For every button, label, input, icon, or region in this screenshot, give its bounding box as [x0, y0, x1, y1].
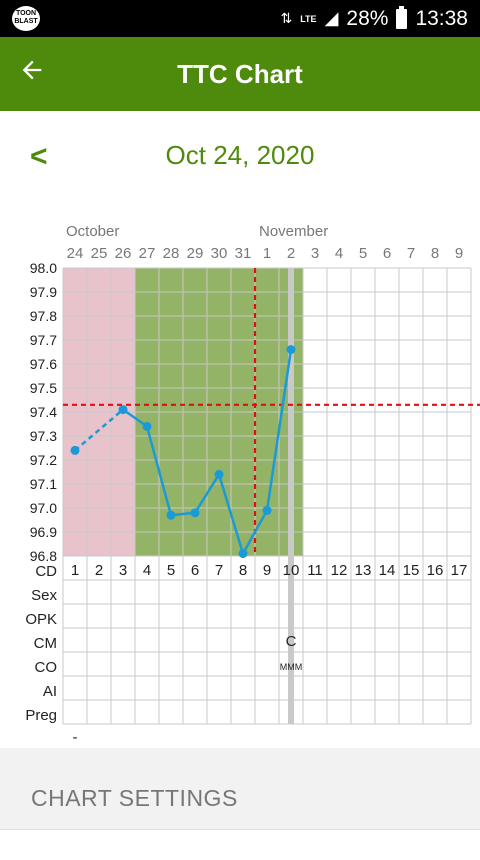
- toon-blast-notification-icon: TOON BLAST: [12, 6, 40, 31]
- date-label: 9: [455, 245, 463, 262]
- date-label: 2: [287, 245, 295, 262]
- date-label: 27: [139, 245, 156, 262]
- temp-point: [238, 549, 248, 559]
- temp-tick-label: 97.1: [30, 476, 57, 492]
- date-label: 30: [211, 245, 228, 262]
- cycle-day-label: 16: [427, 562, 444, 579]
- cycle-day-label: 7: [215, 562, 223, 579]
- cycle-day-label: 10: [283, 562, 300, 579]
- signal-icon: ⇅: [280, 10, 293, 26]
- temp-tick-label: 97.7: [30, 332, 57, 348]
- status-bar: TOON BLAST ⇅ LTE ◢ 28% 13:38: [0, 0, 480, 37]
- temp-tick-label: 97.0: [30, 500, 57, 516]
- app-bar: TTC Chart: [0, 37, 480, 111]
- date-label: 7: [407, 245, 415, 262]
- date-label: 28: [163, 245, 180, 262]
- temp-line-segment: [122, 408, 148, 428]
- temp-line-segment: [217, 474, 245, 554]
- temp-line-segment: [145, 426, 173, 516]
- temp-tick-label: 96.8: [30, 548, 57, 564]
- date-label: 25: [91, 245, 108, 262]
- temp-tick-label: 97.9: [30, 284, 57, 300]
- temp-tick-label: 97.4: [30, 404, 57, 420]
- clock: 13:38: [415, 6, 468, 30]
- row-label-preg: Preg: [25, 707, 57, 724]
- temp-line-segment: [241, 509, 269, 555]
- cycle-day-label: 15: [403, 562, 420, 579]
- date-label: 1: [263, 245, 271, 262]
- temp-tick-label: 97.3: [30, 428, 57, 444]
- date-label: 6: [383, 245, 391, 262]
- temp-point: [214, 469, 224, 479]
- temp-point: [286, 345, 296, 355]
- temp-tick-label: 96.9: [30, 524, 57, 540]
- temp-tick-label: 97.6: [30, 356, 57, 372]
- preg-entry: -: [73, 729, 78, 746]
- cycle-day-label: 11: [307, 562, 323, 579]
- temp-line-segment: [193, 473, 221, 514]
- date-label: 29: [187, 245, 204, 262]
- co-entry: MMM: [280, 662, 303, 672]
- temp-tick-label: 98.0: [30, 260, 57, 276]
- settings-card: [0, 829, 480, 860]
- page-title: TTC Chart: [177, 59, 303, 89]
- date-label: 26: [115, 245, 132, 262]
- cycle-day-label: 12: [331, 562, 348, 579]
- date-label: 4: [335, 245, 343, 262]
- cycle-day-label: 4: [143, 562, 151, 579]
- cycle-day-label: 5: [167, 562, 175, 579]
- month-label-november: November: [259, 223, 328, 240]
- network-type: LTE: [300, 13, 317, 24]
- temp-point: [118, 405, 128, 415]
- chart-settings-heading: CHART SETTINGS: [31, 785, 238, 811]
- temp-point: [142, 421, 152, 431]
- date-label: 3: [311, 245, 319, 262]
- temp-point: [262, 505, 272, 515]
- month-label-october: October: [66, 223, 119, 240]
- row-label-cd: CD: [35, 563, 57, 580]
- battery-percent: 28%: [346, 6, 389, 30]
- temp-tick-label: 97.8: [30, 308, 57, 324]
- cycle-day-label: 6: [191, 562, 199, 579]
- row-label-ai: AI: [43, 683, 57, 700]
- row-label-sex: Sex: [31, 587, 57, 604]
- date-label: 31: [235, 245, 252, 262]
- cycle-day-label: 3: [119, 562, 127, 579]
- date-label: 8: [431, 245, 439, 262]
- temp-tick-label: 97.2: [30, 452, 57, 468]
- temp-tick-label: 97.5: [30, 380, 57, 396]
- cycle-day-label: 1: [71, 562, 79, 579]
- temp-point: [190, 508, 200, 518]
- temp-point: [70, 445, 80, 455]
- cm-entry: C: [286, 633, 297, 650]
- battery-icon: [396, 5, 408, 29]
- date-label: 24: [67, 245, 84, 262]
- back-arrow-icon[interactable]: [18, 56, 46, 84]
- cycle-day-label: 13: [355, 562, 372, 579]
- previous-chart-button[interactable]: <: [30, 140, 48, 173]
- cycle-day-label: 8: [239, 562, 247, 579]
- today-marker: [288, 268, 294, 724]
- date-label: 5: [359, 245, 367, 262]
- cycle-day-label: 17: [451, 562, 468, 579]
- cycle-day-label: 2: [95, 562, 103, 579]
- row-label-opk: OPK: [25, 611, 57, 628]
- cycle-day-label: 9: [263, 562, 271, 579]
- signal-strength-icon: ◢: [324, 8, 339, 28]
- chart-date: Oct 24, 2020: [165, 140, 315, 170]
- temp-line-gap-segment: [74, 408, 124, 452]
- temp-line-segment: [265, 349, 293, 511]
- cycle-day-label: 14: [379, 562, 396, 579]
- row-label-cm: CM: [34, 635, 57, 652]
- row-label-co: CO: [35, 659, 58, 676]
- temp-point: [166, 510, 176, 520]
